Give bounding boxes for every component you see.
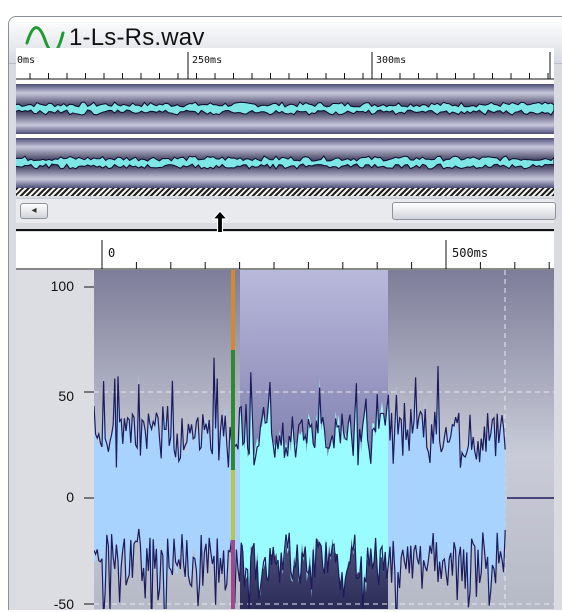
detail-ruler-label-1: 500ms (452, 246, 489, 260)
y-tick-minus-50: -50 (53, 596, 74, 612)
overview-track-right[interactable] (16, 138, 554, 188)
detail-time-ruler[interactable]: 0 500ms (16, 232, 554, 270)
overview-ruler-label-1: 250ms (192, 55, 223, 66)
amplitude-axis-ticks (84, 286, 94, 605)
overview-waveform-right (16, 155, 554, 170)
horizontal-scrollbar[interactable]: ◂ (16, 198, 556, 223)
detail-waveform (94, 357, 506, 609)
playhead-cursor[interactable] (231, 270, 235, 609)
overview-panel[interactable]: 0ms 250ms 300ms (16, 48, 554, 188)
overview-ruler-ticks (16, 52, 554, 80)
panel-splitter[interactable] (16, 229, 554, 231)
window-title: 1-Ls-Rs.wav (69, 24, 205, 51)
waveform-plot[interactable] (94, 270, 554, 609)
arrow-left-icon: ◂ (31, 205, 37, 216)
scroll-left-button[interactable]: ◂ (20, 203, 48, 219)
y-tick-100: 100 (50, 278, 74, 294)
overview-ruler-label-2: 300ms (376, 55, 407, 66)
scroll-thumb[interactable] (392, 202, 556, 220)
detail-ruler-label-0: 0 (108, 246, 116, 260)
y-tick-0: 0 (66, 489, 74, 505)
overview-waveform-left (16, 101, 554, 116)
detail-ruler-ticks (16, 240, 554, 270)
overview-ruler-label-0: 0ms (17, 55, 36, 66)
amplitude-axis: 100 50 0 -50 (16, 270, 94, 612)
overview-track-left[interactable] (16, 84, 554, 134)
overview-separator (16, 188, 554, 196)
overview-time-ruler[interactable]: 0ms 250ms 300ms (16, 48, 554, 80)
sine-wave-icon (25, 26, 65, 54)
y-tick-50: 50 (58, 388, 74, 404)
